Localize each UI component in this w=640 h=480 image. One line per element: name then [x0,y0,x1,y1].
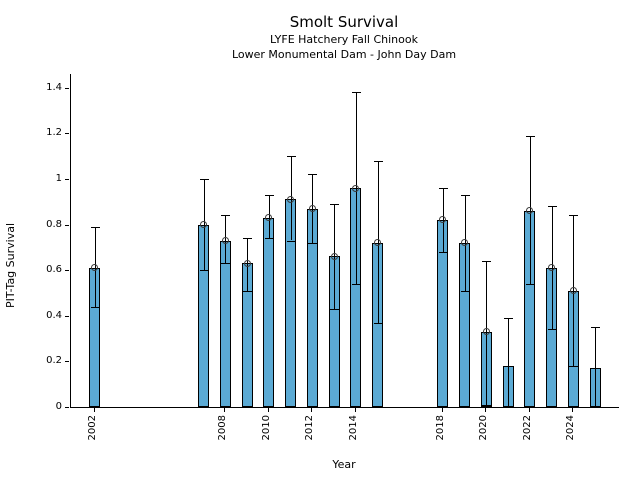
bar-year-2021 [502,365,514,407]
point-marker [243,259,251,267]
error-cap-high [525,135,535,137]
point-marker [526,207,534,215]
x-tick-mark [572,408,574,412]
x-tick-label: 2010 [260,415,272,441]
x-tick-label: 2012 [304,415,316,441]
y-tick-mark [65,407,69,408]
point-marker [265,214,273,222]
y-tick-mark [65,178,69,180]
bar-year-2025 [589,368,601,407]
error-cap-low [286,240,296,242]
error-cap-high [373,160,383,162]
x-tick-mark [528,408,530,412]
error-cap-high [286,156,296,158]
error-whisker [595,327,597,407]
y-tick-mark [65,361,69,363]
error-cap-low [90,306,100,308]
y-tick-label: 0 [55,401,62,412]
error-cap-high [243,238,253,240]
x-tick-label: 2024 [565,415,577,441]
error-cap-high [482,261,492,263]
error-cap-high [504,318,514,320]
y-tick-label: 0.6 [46,264,62,276]
error-cap-high [199,178,209,180]
error-cap-low [569,365,579,367]
x-tick-mark [354,408,356,412]
x-tick-mark [267,408,269,412]
error-cap-low [482,404,492,406]
y-tick-mark [65,270,69,272]
error-cap-low [264,238,274,240]
error-cap-high [547,206,557,208]
plot-area [70,74,619,408]
y-tick-mark [65,224,69,226]
y-tick-mark [65,315,69,317]
error-cap-low [373,322,383,324]
point-marker [91,264,99,272]
x-tick-mark [311,408,313,412]
error-cap-low [351,283,361,285]
error-cap-high [569,215,579,217]
point-marker [287,195,295,203]
error-whisker [508,318,510,407]
point-marker [221,237,229,244]
error-cap-high [264,194,274,196]
x-tick-label: 2008 [217,415,229,441]
x-tick-label: 2020 [478,415,490,441]
error-cap-low [308,242,318,244]
x-tick-label: 2022 [521,415,533,441]
point-marker [200,221,208,229]
error-cap-low [525,283,535,285]
x-axis-label: Year [332,458,356,471]
point-marker [308,205,316,213]
point-marker [330,252,338,260]
error-cap-high [351,92,361,94]
y-tick-label: 0.2 [46,355,62,367]
error-cap-high [591,327,601,329]
error-cap-high [221,215,231,217]
point-marker [439,216,447,224]
error-cap-low [460,290,470,292]
y-tick-label: 0.8 [46,218,62,230]
y-tick-label: 0.4 [46,309,62,321]
point-marker [461,239,469,247]
x-tick-label: 2018 [434,415,446,441]
error-cap-low [330,308,340,310]
error-cap-low [199,270,209,272]
y-tick-mark [65,133,69,135]
chart-title: Smolt Survival [289,13,399,31]
x-tick-label: 2002 [86,415,98,441]
x-tick-mark [224,408,226,412]
y-tick-mark [65,87,69,89]
error-cap-low [547,329,557,331]
bar-year-2010 [263,217,275,407]
error-cap-high [460,194,470,196]
y-axis-label: PIT-Tag Survival [4,222,17,308]
point-marker [482,328,490,336]
error-cap-high [90,226,100,228]
error-cap-low [221,263,231,265]
chart-subtitle-line2: Lower Monumental Dam - John Day Dam [231,48,457,61]
x-tick-mark [485,408,487,412]
bar-year-2008 [219,240,231,407]
y-tick-label: 1 [55,172,62,184]
error-cap-high [330,204,340,205]
error-cap-low [243,290,253,292]
error-cap-high [438,188,448,190]
x-tick-mark [93,408,95,412]
point-marker [548,264,556,272]
y-tick-label: 1.2 [46,127,62,139]
y-tick-label: 1.4 [46,81,62,93]
x-tick-label: 2014 [347,415,359,441]
point-marker [374,239,382,247]
chart-subtitle-line1: LYFE Hatchery Fall Chinook [270,33,418,46]
point-marker [569,287,577,295]
error-cap-high [308,174,318,176]
x-tick-mark [441,408,443,412]
error-cap-low [438,251,448,253]
point-marker [352,184,360,192]
